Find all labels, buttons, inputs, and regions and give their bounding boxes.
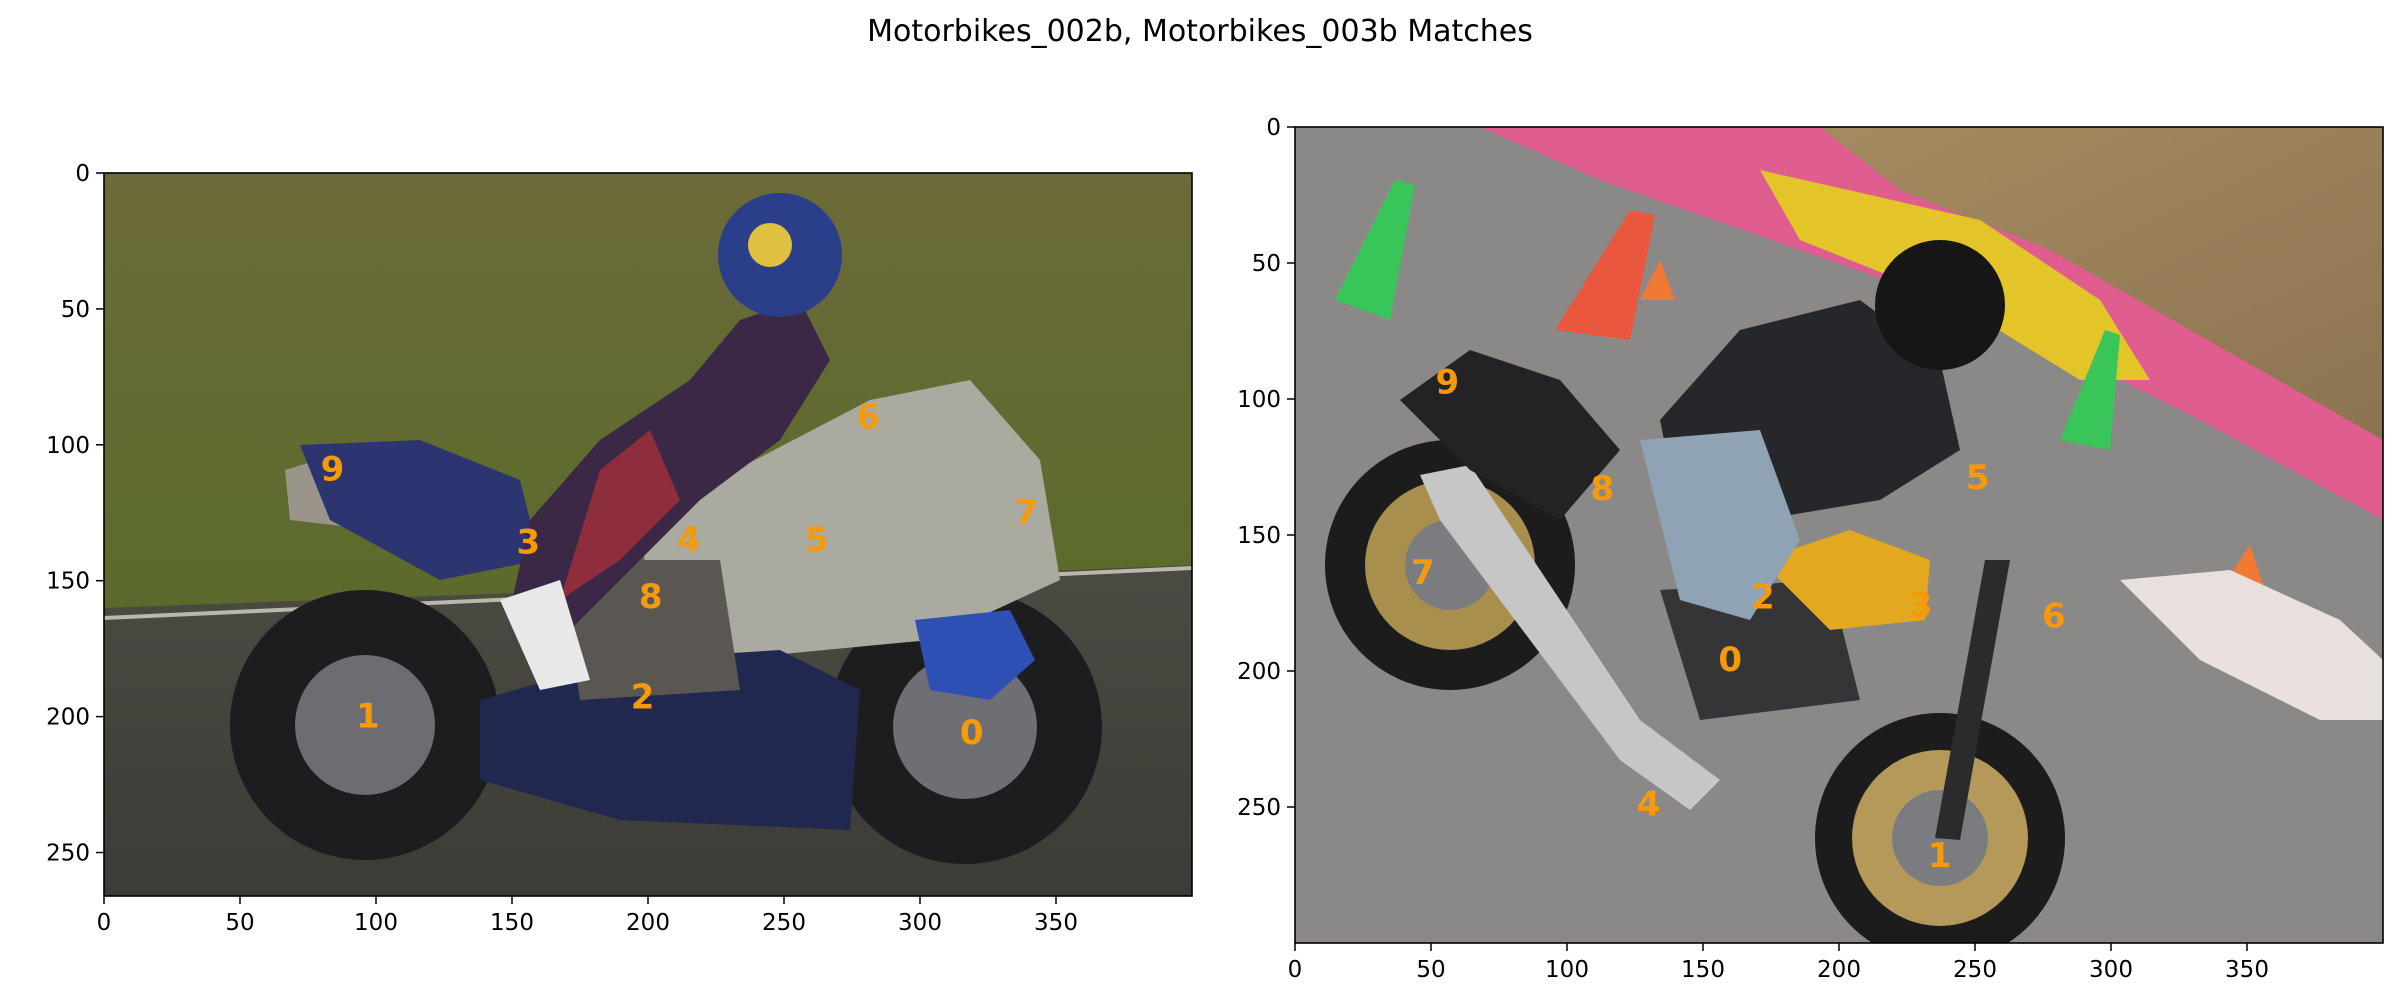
keypoint-label-1: 1 (356, 697, 380, 737)
x-tick-label: 300 (898, 910, 942, 936)
y-tick-label: 250 (1237, 795, 1281, 821)
keypoint-label-7: 7 (1411, 553, 1435, 593)
x-tick-label: 100 (1545, 957, 1589, 983)
motorbike-photo-1 (104, 173, 1192, 896)
keypoint-label-7: 7 (1014, 493, 1038, 533)
axes-panel-1: 0 50 100 150 200 250 300 350 0 50 100 150 200 250 0 1 2 3… (46, 161, 1193, 936)
x-tick-label: 200 (1817, 957, 1861, 983)
y-tick-label: 100 (1237, 387, 1281, 413)
motorbike-photo-2 (1295, 127, 2383, 943)
x-tick-label: 150 (1681, 957, 1725, 983)
x-tick-label: 0 (1288, 957, 1303, 983)
x-tick-label: 50 (225, 910, 254, 936)
keypoint-label-6: 6 (2042, 597, 2066, 637)
y-tick-label: 50 (61, 297, 90, 323)
figure-title: Motorbikes_002b, Motorbikes_003b Matches (867, 14, 1533, 49)
keypoint-label-6: 6 (856, 398, 880, 438)
keypoint-label-2: 2 (1751, 578, 1775, 618)
x-tick-label: 250 (1953, 957, 1997, 983)
keypoint-label-1: 1 (1928, 836, 1952, 876)
keypoint-label-9: 9 (321, 449, 345, 489)
x-tick-label: 350 (2225, 957, 2269, 983)
y-tick-label: 0 (1266, 115, 1281, 141)
keypoint-label-5: 5 (1966, 458, 1990, 498)
keypoint-label-8: 8 (639, 577, 663, 617)
y-tick-label: 50 (1252, 251, 1281, 277)
keypoint-label-5: 5 (805, 520, 829, 560)
y-tick-label: 200 (46, 705, 90, 731)
y-tick-label: 150 (1237, 523, 1281, 549)
y-tick-label: 250 (46, 841, 90, 867)
x-tick-label: 250 (762, 910, 806, 936)
keypoint-label-8: 8 (1591, 469, 1615, 509)
x-tick-label: 150 (490, 910, 534, 936)
keypoint-label-2: 2 (631, 678, 655, 718)
x-tick-label: 200 (626, 910, 670, 936)
keypoint-label-4: 4 (677, 520, 701, 560)
x-tick-label: 100 (354, 910, 398, 936)
keypoint-label-0: 0 (1718, 640, 1742, 680)
y-tick-label: 0 (75, 161, 90, 187)
keypoint-label-3: 3 (516, 523, 540, 563)
x-tick-label: 350 (1034, 910, 1078, 936)
x-tick-label: 50 (1416, 957, 1445, 983)
keypoint-label-3: 3 (1909, 586, 1933, 626)
keypoint-label-0: 0 (960, 713, 984, 753)
axes-panel-2: 0 50 100 150 200 250 300 350 0 50 100 150 200 250 0 1 2 3… (1237, 115, 2384, 983)
keypoint-label-4: 4 (1637, 784, 1661, 824)
y-tick-label: 150 (46, 569, 90, 595)
x-tick-label: 300 (2089, 957, 2133, 983)
keypoint-label-9: 9 (1435, 363, 1459, 403)
x-tick-label: 0 (97, 910, 112, 936)
y-tick-label: 200 (1237, 659, 1281, 685)
y-tick-label: 100 (46, 433, 90, 459)
